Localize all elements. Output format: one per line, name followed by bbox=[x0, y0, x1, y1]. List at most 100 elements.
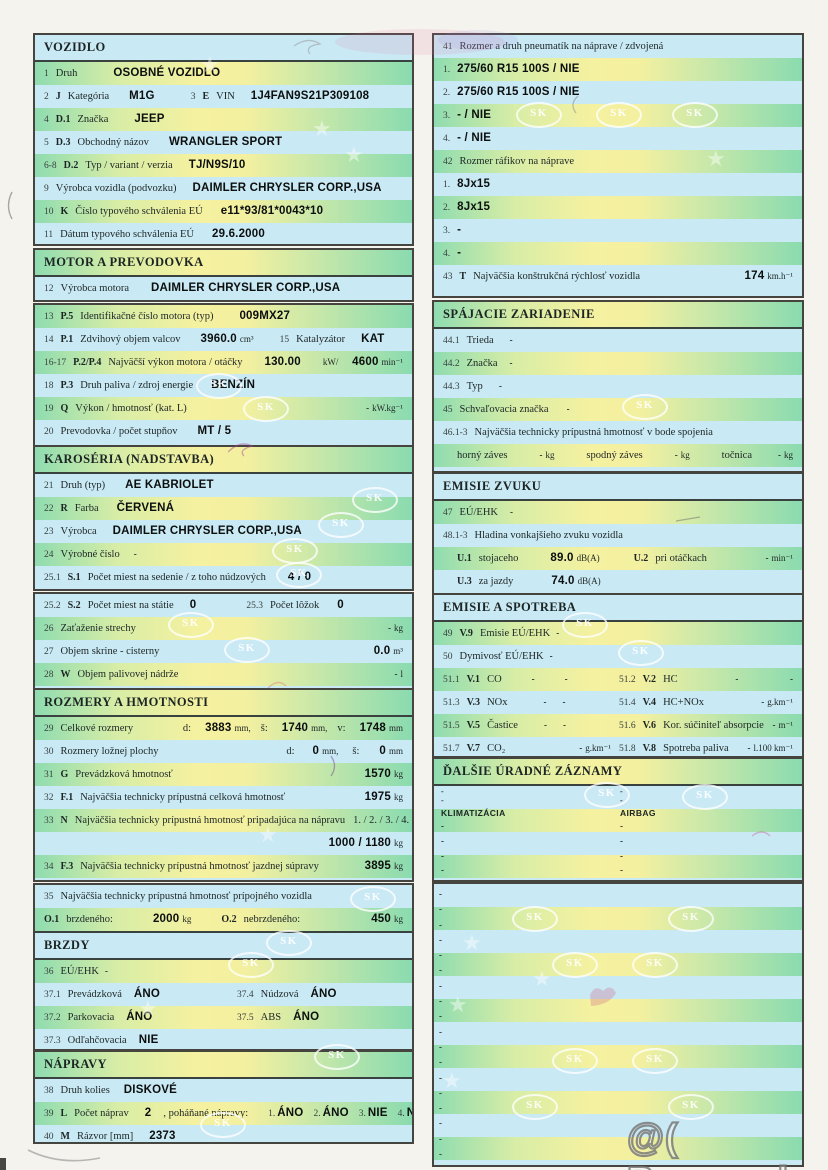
field-label: Rozmery ložnej plochy bbox=[60, 746, 159, 757]
field-label: Typ / variant / verzia bbox=[85, 160, 173, 171]
row-prevadzkova-nudzova: 37.1 Prevádzková ÁNO 37.4 Núdzová ÁNO bbox=[35, 983, 412, 1006]
field-unit: kg bbox=[394, 792, 403, 802]
row-datum-schvalenia: 11 Dátum typového schválenia EÚ 29.6.200… bbox=[35, 223, 412, 244]
field-label: Výrobca bbox=[60, 526, 97, 537]
field-label: Druh kolies bbox=[60, 1085, 110, 1096]
dim-label: d: bbox=[182, 723, 192, 734]
field-label: NOx bbox=[487, 697, 508, 708]
field-code: L bbox=[60, 1108, 68, 1119]
field-label: Núdzová bbox=[260, 989, 299, 1000]
field-number: 29 bbox=[44, 724, 54, 734]
field-unit: kg bbox=[182, 914, 192, 924]
section-title: EMISIE ZVUKU bbox=[434, 474, 802, 501]
row-hmotnost-naprava-value: 1000 / 1180 kg bbox=[35, 832, 412, 855]
field-number: 32 bbox=[44, 793, 54, 803]
field-label: Značka bbox=[466, 358, 498, 369]
field-unit: kg bbox=[545, 450, 555, 460]
field-number: 3. bbox=[443, 226, 451, 236]
field-number: 16-17 bbox=[44, 358, 67, 368]
field-number: 33 bbox=[44, 816, 54, 826]
field-value: - bbox=[543, 697, 547, 707]
field-label: Zdvihový objem valcov bbox=[80, 334, 181, 345]
section-emisie-zvuku: EMISIE ZVUKU 47 EÚ/EHK - 48.1-3 Hladina … bbox=[432, 472, 804, 595]
field-value: TJ/N9S/10 bbox=[188, 159, 246, 171]
field-label: Rozmer a druh pneumatík na náprave / zdv… bbox=[459, 41, 664, 52]
field-code: F.3 bbox=[60, 861, 74, 872]
field-value: - bbox=[543, 720, 547, 730]
hc-group: 51.2 V.2 HC - - bbox=[619, 668, 793, 692]
empty-body: - - - - - - - - - - - - - - - - - - bbox=[434, 884, 802, 1165]
row-vykon-otacky: 16-17 P.2/P.4 Najväčší výkon motora / ot… bbox=[35, 351, 412, 374]
section-napravy: NÁPRAVY 38 Druh kolies DISKOVÉ 39 L Poče… bbox=[33, 1050, 414, 1144]
field-number: 43 bbox=[443, 272, 453, 282]
section-rozmery-hmotnosti: ROZMERY A HMOTNOSTI 29 Celkové rozmery d… bbox=[33, 688, 414, 882]
row-celkove-rozmery: 29 Celkové rozmery d: 3883 mm, š: 1740 m… bbox=[35, 717, 412, 740]
field-label: Typ bbox=[466, 381, 483, 392]
field-code: V.7 bbox=[466, 743, 481, 754]
field-value: MT / 5 bbox=[197, 425, 232, 437]
field-number: 34 bbox=[44, 862, 54, 872]
field-number: 14 bbox=[44, 335, 54, 345]
field-code: R bbox=[60, 503, 68, 514]
row-odlahcovacia: 37.3 Odľahčovacia NIE bbox=[35, 1029, 412, 1049]
field-unit: mm, bbox=[322, 746, 339, 756]
row-schvalovacia-znacka: 45 Schvaľovacia značka - bbox=[434, 398, 802, 421]
field-code: P.2/P.4 bbox=[73, 357, 102, 368]
field-value: - bbox=[509, 358, 513, 368]
field-unit: dB(A) bbox=[577, 576, 601, 586]
field-label: Druh bbox=[55, 68, 78, 79]
field-value: ÁNO bbox=[310, 988, 337, 1000]
field-number: 21 bbox=[44, 481, 54, 491]
field-number: 1. bbox=[443, 65, 451, 75]
co-group: 51.1 V.1 CO - - bbox=[443, 668, 619, 692]
field-number: 40 bbox=[44, 1132, 54, 1142]
field-number: 24 bbox=[44, 550, 54, 560]
field-value: 4600 bbox=[352, 356, 379, 368]
field-value: - bbox=[509, 335, 513, 345]
row-znacka: 4 D.1 Značka JEEP bbox=[35, 108, 412, 131]
field-value: - bbox=[133, 549, 137, 559]
row-co2-spotreba: 51.7 V.7 CO₂ - g.km⁻¹ 51.8 V.8 Spotreba … bbox=[434, 737, 802, 756]
field-value: 2373 bbox=[149, 1130, 176, 1142]
field-value: 1000 / 1180 bbox=[328, 837, 391, 849]
row-castice-absorpcia: 51.5 V.5 Častice - - 51.6 V.6 Kor. súčin… bbox=[434, 714, 802, 737]
field-number: 41 bbox=[443, 42, 453, 52]
row-nox-hcnox: 51.3 V.3 NOx - - 51.4 V.4 HC+NOx - g.km⁻… bbox=[434, 691, 802, 714]
field-value: 1740 bbox=[281, 722, 309, 734]
section-motor-detaily: 13 P.5 Identifikačné číslo motora (typ) … bbox=[33, 303, 414, 447]
field-value: 2 bbox=[144, 1107, 152, 1119]
row-obchodny-nazov: 5 D.3 Obchodný názov WRANGLER SPORT bbox=[35, 131, 412, 154]
field-label: Číslo typového schválenia EÚ bbox=[75, 206, 203, 217]
field-label: Počet miest na státie bbox=[87, 600, 174, 611]
field-code: S.1 bbox=[67, 572, 81, 583]
field-code: F.1 bbox=[60, 792, 74, 803]
field-value: - / NIE bbox=[457, 132, 492, 144]
field-label: EÚ/EHK bbox=[459, 507, 499, 518]
field-unit: min⁻¹ bbox=[771, 553, 793, 563]
row-trieda: 44.1 Trieda - bbox=[434, 329, 802, 352]
field-value: ČERVENÁ bbox=[116, 502, 175, 514]
field-label: Častice bbox=[487, 720, 518, 731]
field-unit: kg bbox=[784, 450, 793, 460]
airbag-label: AIRBAG bbox=[620, 808, 656, 818]
field-label: Najväčšia technicky prípustná hmotnosť j… bbox=[80, 861, 319, 872]
field-number: 36 bbox=[44, 967, 54, 977]
dim-label: š: bbox=[352, 746, 360, 757]
field-label: Značka bbox=[77, 114, 109, 125]
row-pneu-1: 1. 275/60 R15 100S / NIE bbox=[434, 58, 802, 81]
row-druh-typ: 21 Druh (typ) AE KABRIOLET bbox=[35, 474, 412, 497]
field-code: T bbox=[459, 271, 467, 282]
field-label: za jazdy bbox=[478, 576, 514, 587]
axle-number: 1. bbox=[268, 1109, 276, 1119]
field-code: V.5 bbox=[466, 720, 481, 731]
field-code: V.9 bbox=[459, 628, 473, 639]
field-value: - bbox=[388, 623, 391, 633]
field-code: S.2 bbox=[67, 600, 81, 611]
field-code: M bbox=[60, 1131, 70, 1142]
field-label: Trieda bbox=[466, 335, 494, 346]
field-value: 4 / 0 bbox=[287, 571, 312, 583]
field-label: Prevádzková bbox=[67, 989, 122, 1000]
field-unit: mm, bbox=[234, 723, 251, 733]
field-number: 27 bbox=[44, 647, 54, 657]
row-parkovacia-abs: 37.2 Parkovacia ÁNO 37.5 ABS ÁNO bbox=[35, 1006, 412, 1029]
